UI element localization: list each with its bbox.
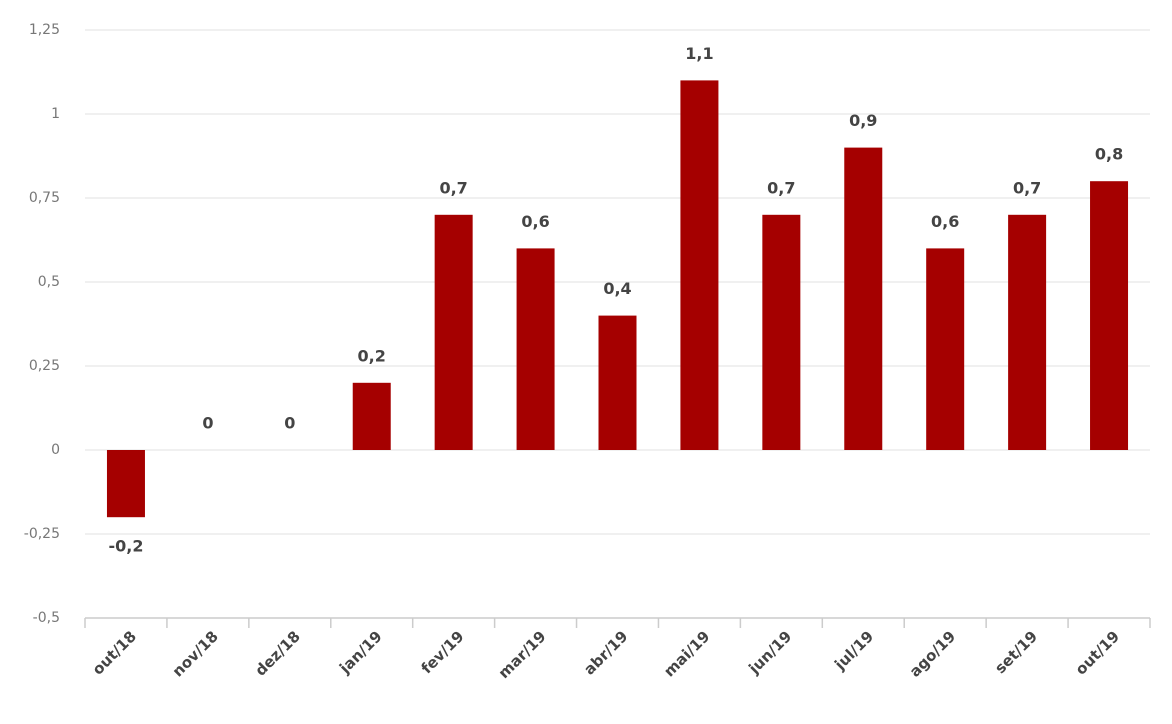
bar xyxy=(762,214,801,450)
bar xyxy=(1090,181,1129,450)
bar xyxy=(1008,214,1047,450)
x-tick-label: nov/18 xyxy=(169,627,222,680)
y-tick-label: 0,25 xyxy=(29,358,60,374)
y-tick-label: 0 xyxy=(51,442,60,458)
value-label: 0,2 xyxy=(358,346,386,365)
y-tick-label: 0,5 xyxy=(38,274,60,290)
value-label: 0,7 xyxy=(767,178,795,197)
bar xyxy=(598,315,637,450)
value-label: 0 xyxy=(202,414,213,433)
value-label: 0,6 xyxy=(521,212,549,231)
bar xyxy=(352,382,391,450)
value-label: 1,1 xyxy=(685,44,713,63)
y-tick-label: 0,75 xyxy=(29,190,60,206)
x-tick-label: dez/18 xyxy=(251,627,303,679)
x-tick-label: ago/19 xyxy=(906,627,959,680)
bar xyxy=(926,248,965,450)
bar xyxy=(516,248,555,450)
x-tick-label: jul/19 xyxy=(830,627,877,674)
value-label: 0,6 xyxy=(931,212,959,231)
x-tick-label: abr/19 xyxy=(580,627,631,678)
x-tick-label: mai/19 xyxy=(660,627,713,680)
x-tick-label: out/18 xyxy=(89,627,140,678)
value-label: -0,2 xyxy=(108,537,143,556)
x-tick-label: fev/19 xyxy=(418,627,468,677)
y-tick-label: -0,25 xyxy=(24,526,60,542)
x-tick-label: jan/19 xyxy=(335,627,385,677)
x-tick-label: out/19 xyxy=(1072,627,1123,678)
value-label: 0,4 xyxy=(603,279,631,298)
x-tick-label: set/19 xyxy=(991,627,1041,677)
value-label: 0,7 xyxy=(439,178,467,197)
y-tick-label: 1,25 xyxy=(29,22,60,38)
bar xyxy=(844,147,883,450)
bar xyxy=(106,450,145,518)
value-label: 0,8 xyxy=(1095,145,1123,164)
x-tick-label: jun/19 xyxy=(745,627,796,678)
y-tick-label: 1 xyxy=(51,106,60,122)
value-label: 0,7 xyxy=(1013,178,1041,197)
value-label: 0,9 xyxy=(849,111,877,130)
x-tick-label: mar/19 xyxy=(495,627,550,682)
bar xyxy=(680,80,719,451)
value-label: 0 xyxy=(284,414,295,433)
y-tick-label: -0,5 xyxy=(33,610,60,626)
bar xyxy=(434,214,473,450)
